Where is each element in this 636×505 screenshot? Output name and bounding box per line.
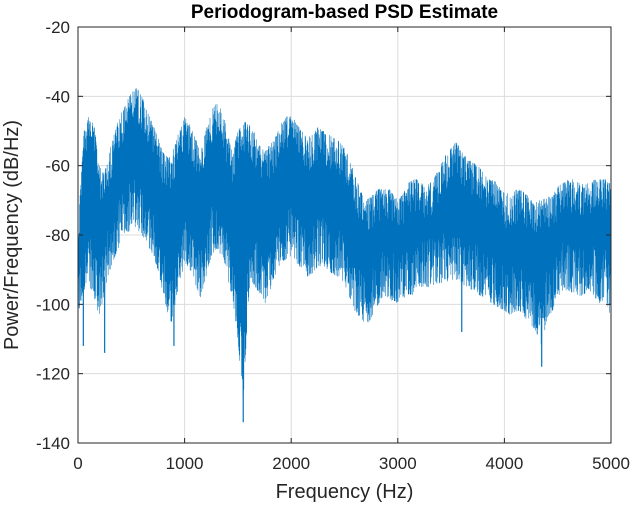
y-tick-label: -40	[45, 87, 70, 106]
x-tick-label: 4000	[485, 454, 523, 473]
psd-trace	[77, 88, 612, 423]
y-tick-label: -140	[36, 434, 70, 453]
y-axis-ticks: -140 -120 -100 -80 -60 -40 -20	[36, 18, 611, 453]
x-axis-ticks: 0 1000 2000 3000 4000 5000	[73, 27, 630, 473]
x-tick-label: 0	[73, 454, 82, 473]
y-tick-label: -60	[45, 157, 70, 176]
psd-series-line	[77, 88, 612, 399]
chart-title: Periodogram-based PSD Estimate	[191, 2, 498, 23]
x-tick-label: 3000	[379, 454, 417, 473]
x-tick-label: 5000	[592, 454, 630, 473]
y-tick-label: -120	[36, 365, 70, 384]
y-tick-label: -20	[45, 18, 70, 37]
x-axis-label: Frequency (Hz)	[276, 481, 414, 503]
y-axis-label: Power/Frequency (dB/Hz)	[1, 120, 23, 350]
x-tick-label: 1000	[166, 454, 204, 473]
x-tick-label: 2000	[272, 454, 310, 473]
y-tick-label: -80	[45, 226, 70, 245]
y-tick-label: -100	[36, 295, 70, 314]
